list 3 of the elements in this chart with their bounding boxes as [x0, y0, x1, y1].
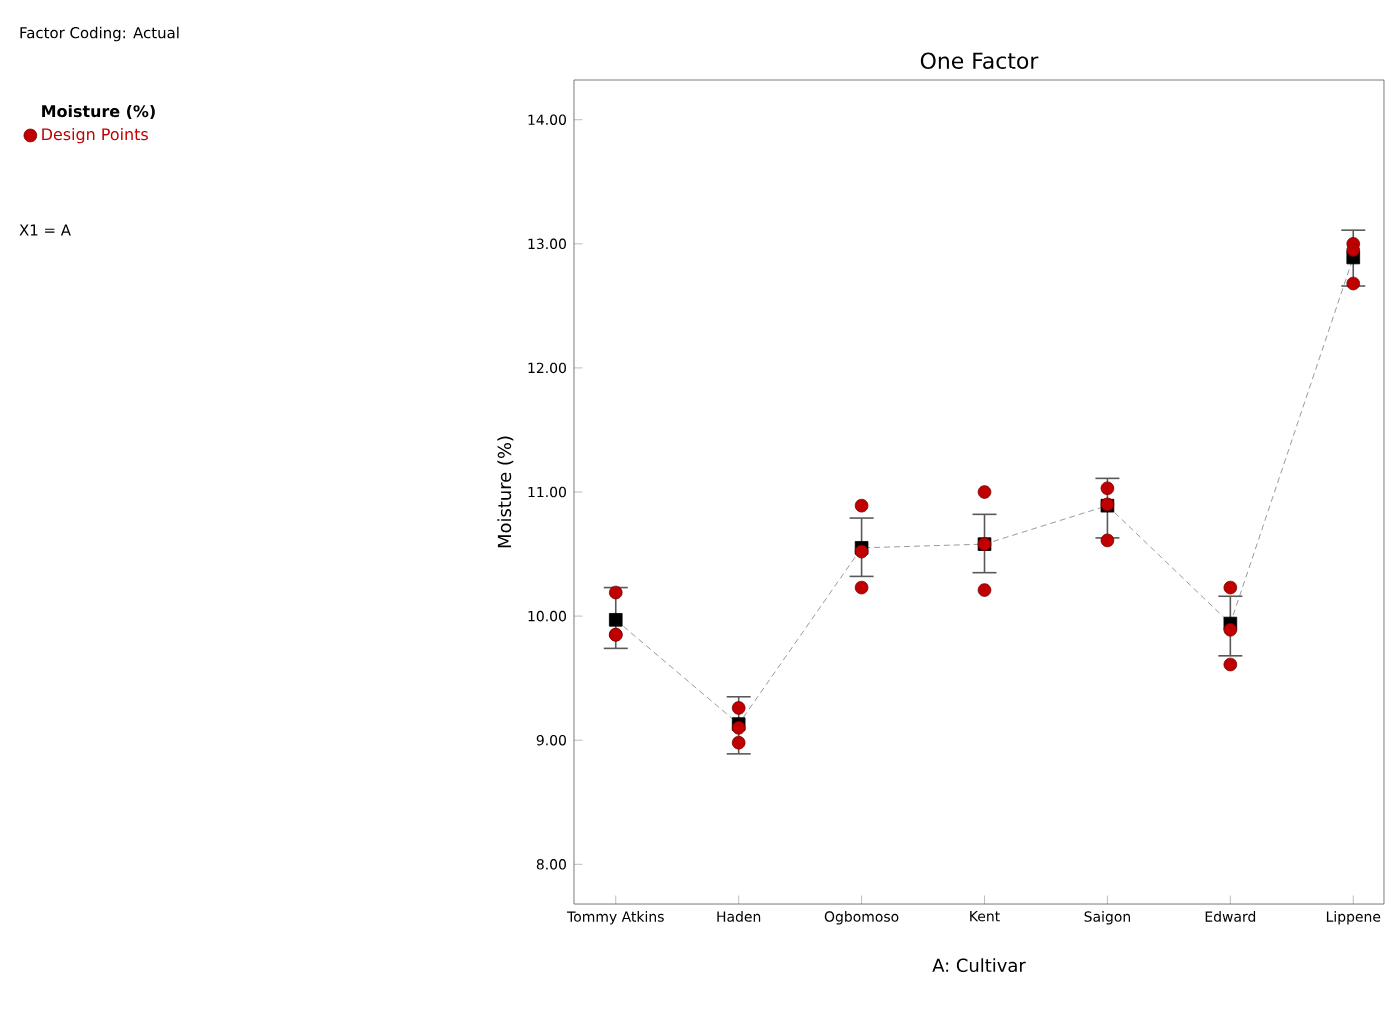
- x-axis-title: A: Cultivar: [932, 958, 1026, 973]
- y-axis-title: Moisture (%): [497, 436, 514, 548]
- chart-title: One Factor: [920, 52, 1039, 70]
